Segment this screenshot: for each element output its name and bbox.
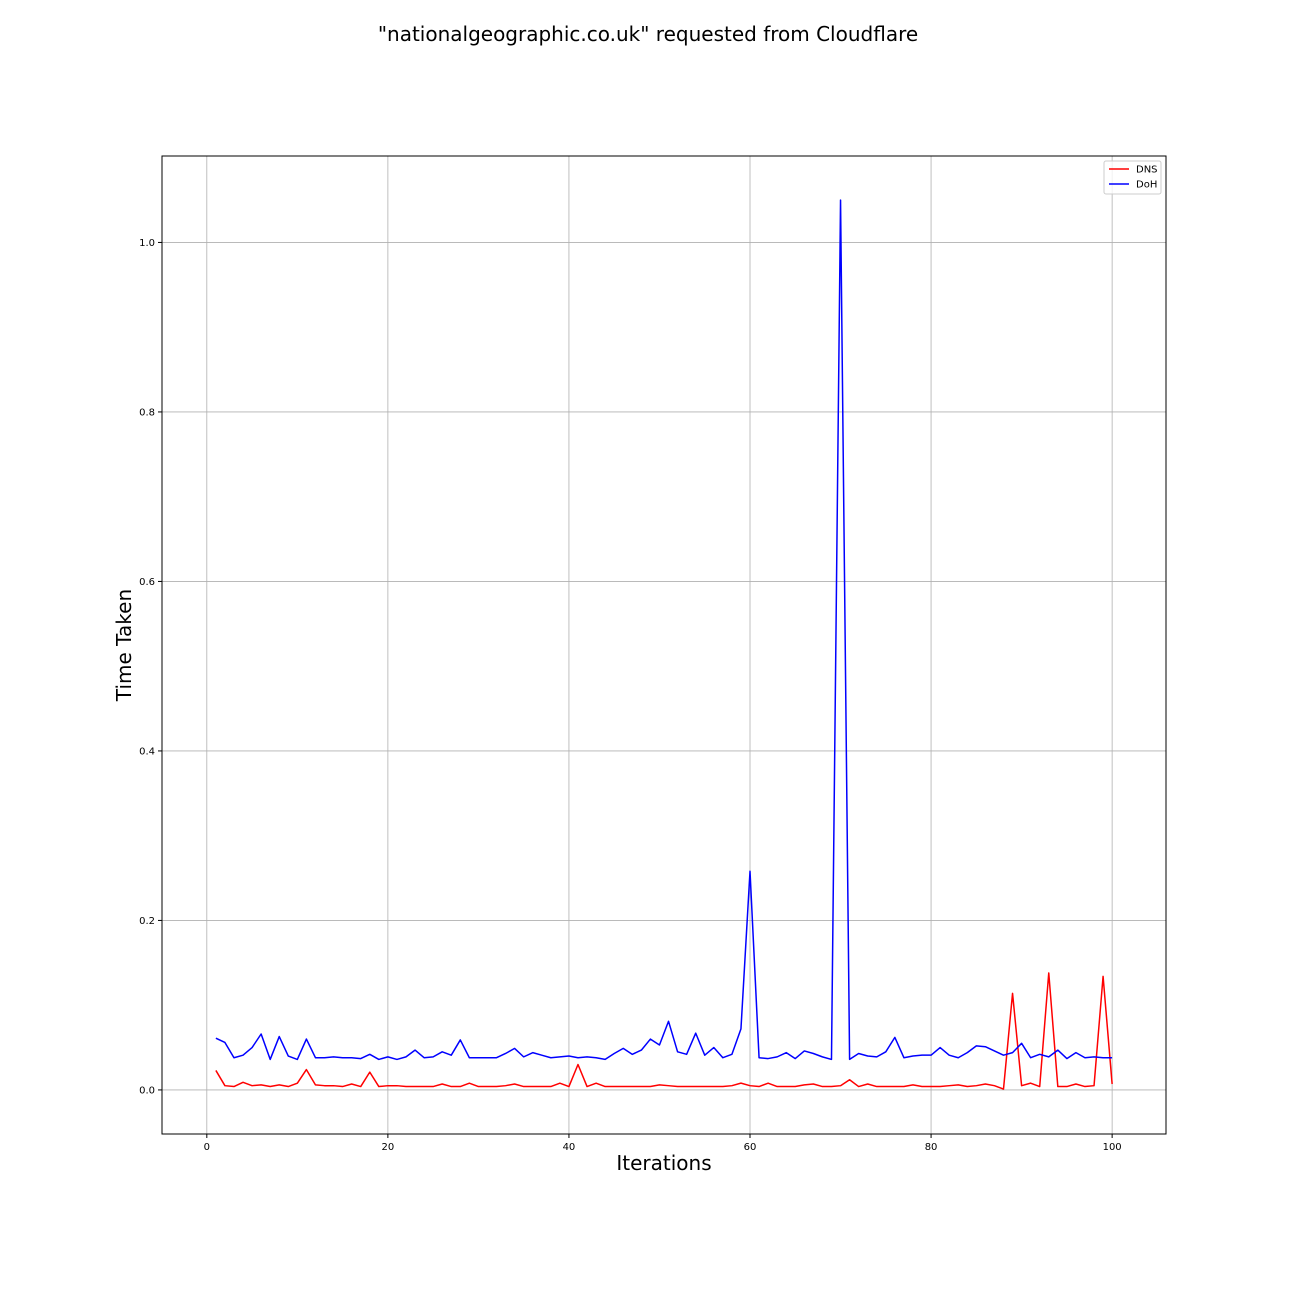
x-tick-label: 60 [744, 1142, 757, 1153]
legend-label-doh: DoH [1136, 180, 1157, 191]
x-tick-label: 20 [382, 1142, 395, 1153]
plot-area-frame [161, 155, 1167, 1135]
x-tick-label: 100 [1103, 1142, 1122, 1153]
chart-legend: DNS DoH [1103, 160, 1162, 195]
y-tick-label: 0.6 [139, 577, 155, 588]
y-tick-label: 1.0 [139, 238, 155, 249]
y-tick-label: 0.0 [139, 1085, 155, 1096]
legend-label-dns: DNS [1136, 165, 1158, 176]
y-tick-label: 0.4 [139, 746, 155, 757]
grid-lines [162, 156, 1166, 1134]
chart-title: "nationalgeographic.co.uk" requested fro… [378, 22, 918, 46]
y-axis-label: Time Taken [112, 589, 136, 702]
y-axis-ticks: 0.0 0.2 0.4 0.6 0.8 1.0 [139, 238, 162, 1096]
series-line-dns [215, 972, 1113, 1090]
series-lines [215, 199, 1113, 1090]
x-axis-ticks: 0 20 40 60 80 100 [204, 1134, 1122, 1153]
x-tick-label: 80 [925, 1142, 938, 1153]
x-tick-label: 0 [204, 1142, 210, 1153]
x-axis-label: Iterations [616, 1151, 711, 1175]
x-tick-label: 40 [563, 1142, 576, 1153]
series-line-doh [215, 199, 1113, 1061]
y-tick-label: 0.8 [139, 407, 155, 418]
y-tick-label: 0.2 [139, 916, 155, 927]
